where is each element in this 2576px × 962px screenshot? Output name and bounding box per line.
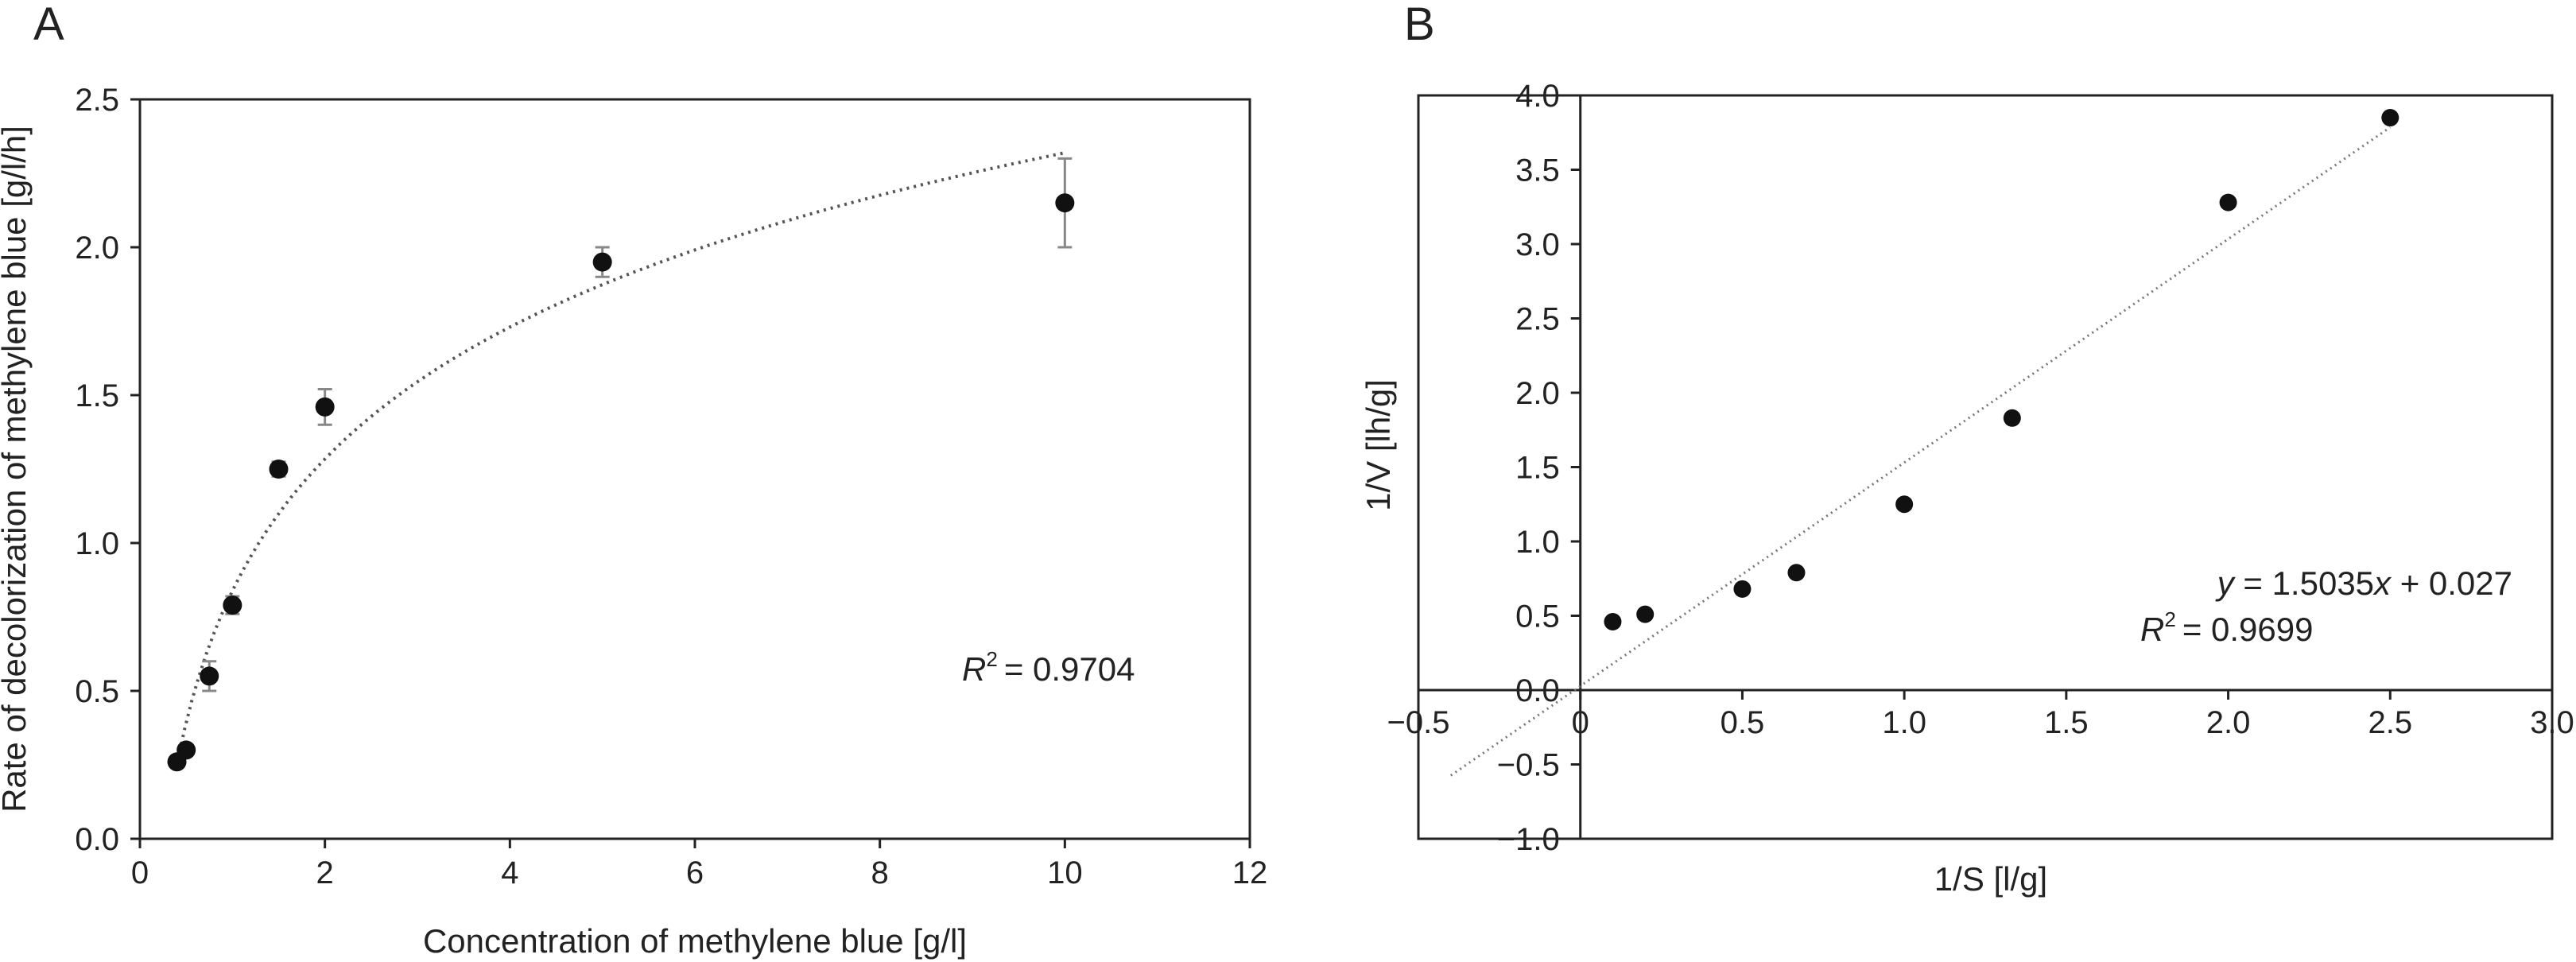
panel-b-y-tick-label: 2.5 xyxy=(1515,302,1560,337)
panel-a-error-bars xyxy=(169,157,1073,768)
panel-b: B −0.5 0 0.5 1.0 1.5 2.0 2.5 3.0 −1.0 −0.5 0.0 0.5… xyxy=(1360,0,2574,898)
panel-a-data-points xyxy=(167,193,1075,772)
panel-b-y-tick-labels: −1.0 −0.5 0.0 0.5 1.0 1.5 2.0 2.5 3.0 3.5 4.0 xyxy=(1497,79,1581,857)
panel-a-data-point xyxy=(223,595,242,615)
panel-a-x-tick-label: 4 xyxy=(501,855,518,890)
panel-a-y-tick-labels: 0.0 0.5 1.0 1.5 2.0 2.5 xyxy=(75,83,140,857)
panel-a-y-axis-title: Rate of decolorization of methylene blue… xyxy=(0,126,33,813)
panel-b-y-tick-label: 0.5 xyxy=(1515,599,1560,634)
panel-a: A 0 2 4 6 8 10 12 0.00.51.01.52.02.5 R2 = 0.970… xyxy=(0,0,1267,960)
panel-b-x-axis-title: 1/S [l/g] xyxy=(1934,860,2047,898)
panel-b-y-tick-label: −1.0 xyxy=(1497,822,1560,857)
panel-a-x-tick-label: 2 xyxy=(316,855,334,890)
panel-b-y-tick-label: 1.5 xyxy=(1515,451,1560,486)
panel-b-data-point xyxy=(2381,109,2399,127)
panel-b-x-tick-label: −0.5 xyxy=(1387,705,1450,740)
panel-b-x-tick-label: 0 xyxy=(1572,705,1589,740)
panel-a-r2-label: R xyxy=(962,650,986,688)
panel-b-x-tick-label: 3.0 xyxy=(2530,705,2574,740)
panel-a-data-point xyxy=(1055,193,1075,213)
panel-b-data-point xyxy=(1604,612,1622,630)
panel-b-data-point xyxy=(2219,193,2237,211)
panel-b-data-points xyxy=(1604,109,2399,630)
panel-b-data-point xyxy=(1895,495,1914,514)
panel-a-x-tick-label: 6 xyxy=(686,855,704,890)
panel-a-fit-curve xyxy=(175,151,1065,766)
panel-b-r2-annotation: R2 = 0.9699 xyxy=(2140,607,2313,648)
panel-b-x-tick-label: 2.0 xyxy=(2206,705,2251,740)
panel-b-r2-sup: 2 xyxy=(2164,607,2175,631)
panel-a-x-axis-title: Concentration of methylene blue [g/l] xyxy=(423,922,967,960)
panel-b-data-point xyxy=(1636,605,1655,623)
panel-a-x-tick-label: 10 xyxy=(1047,855,1083,890)
panel-b-data-point xyxy=(2003,409,2021,427)
panel-b-r2-value: = 0.9699 xyxy=(2182,611,2314,648)
panel-a-data-point xyxy=(200,666,219,686)
panel-b-x-tick-label: 1.0 xyxy=(1882,705,1926,740)
panel-b-x-tick-label: 1.5 xyxy=(2044,705,2089,740)
panel-b-y-tick-label: 3.0 xyxy=(1515,227,1560,262)
panel-b-eq-slope: = 1.5035 xyxy=(2234,564,2374,602)
panel-a-y-tick-label: 2.0 xyxy=(75,231,119,266)
panel-a-plot-frame xyxy=(138,98,1251,840)
panel-a-data-point xyxy=(592,252,612,272)
panel-b-eq-intercept: + 0.027 xyxy=(2391,564,2512,602)
panel-b-y-tick-label: 4.0 xyxy=(1515,79,1560,114)
panel-a-r2-value: = 0.9704 xyxy=(1004,650,1135,688)
panel-b-eq-x: x xyxy=(2372,564,2392,602)
panel-b-y-tick-label: 3.5 xyxy=(1515,153,1560,188)
panel-a-x-tick-label: 8 xyxy=(871,855,889,890)
panel-b-x-tick-label: 2.5 xyxy=(2368,705,2412,740)
panel-a-letter: A xyxy=(33,0,64,50)
panel-a-r2-sup: 2 xyxy=(986,647,997,671)
panel-b-y-tick-label: 1.0 xyxy=(1515,525,1560,560)
panel-a-y-tick-label: 1.5 xyxy=(75,378,119,413)
panel-b-y-axis-title: 1/V [lh/g] xyxy=(1360,379,1397,511)
panel-b-letter: B xyxy=(1404,0,1435,50)
panel-b-y-tick-label: −0.5 xyxy=(1497,748,1560,783)
panel-a-x-tick-label: 12 xyxy=(1232,855,1268,890)
panel-a-y-tick-label: 1.0 xyxy=(75,526,119,561)
panel-b-y-tick-label: 2.0 xyxy=(1515,376,1560,411)
panel-a-y-tick-label: 0.0 xyxy=(75,822,119,857)
panel-a-data-point xyxy=(315,397,335,417)
panel-b-x-tick-label: 0.5 xyxy=(1721,705,1765,740)
panel-a-x-tick-label: 0 xyxy=(131,855,149,890)
panel-a-y-tick-label: 0.5 xyxy=(75,674,119,709)
panel-b-eq-y: y xyxy=(2215,564,2237,602)
panel-a-y-tick-label: 2.5 xyxy=(75,83,119,118)
panel-b-fit-line xyxy=(1449,126,2392,777)
panel-b-data-point xyxy=(1733,580,1752,598)
panel-b-plot-frame xyxy=(1417,94,2554,840)
panel-a-x-tick-labels: 0 2 4 6 8 10 12 xyxy=(131,839,1267,890)
panel-a-data-point xyxy=(269,460,289,479)
panel-a-r2-annotation: R2 = 0.9704 xyxy=(962,647,1135,688)
panel-b-data-point xyxy=(1787,564,1806,582)
panel-b-y-tick-label: 0.0 xyxy=(1515,673,1560,708)
panel-a-data-point xyxy=(177,740,196,760)
panel-b-x-tick-labels: −0.5 0 0.5 1.0 1.5 2.0 2.5 3.0 xyxy=(1387,690,2574,740)
panel-b-r2-label: R xyxy=(2140,611,2164,648)
panel-b-equation: y = 1.5035x + 0.027 xyxy=(2215,564,2512,602)
